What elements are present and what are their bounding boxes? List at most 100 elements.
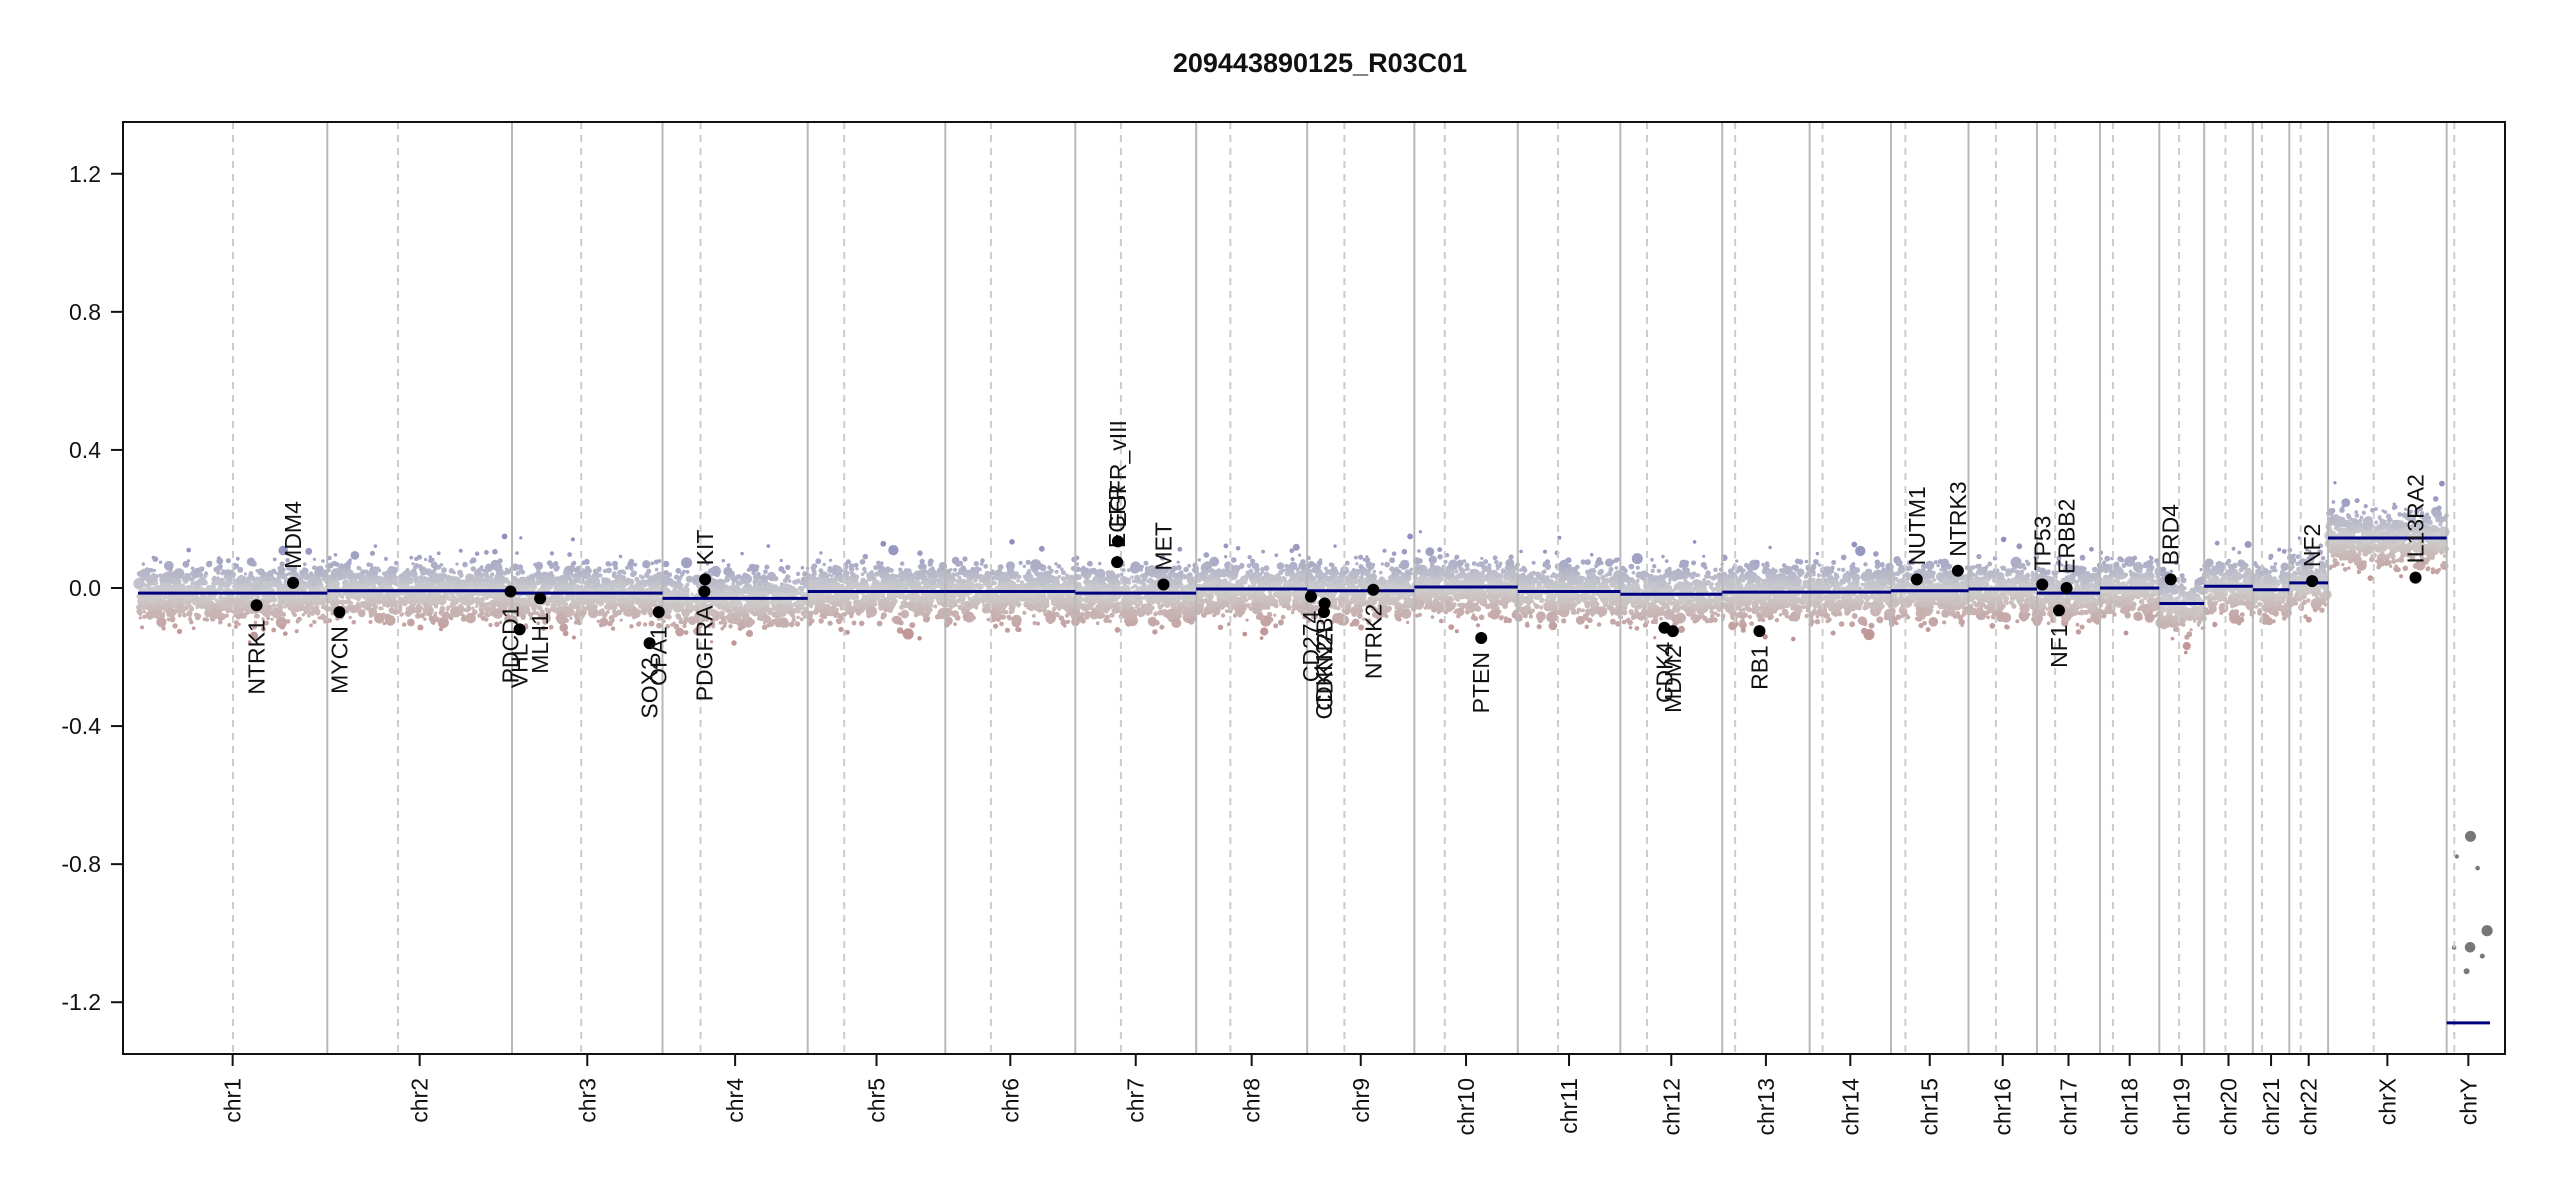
probe-point [349, 605, 358, 614]
probe-point [601, 577, 607, 583]
probe-point [424, 604, 431, 610]
probe-point [1033, 604, 1038, 609]
probe-point [654, 598, 659, 603]
probe-point [641, 597, 646, 602]
probe-point [745, 629, 754, 638]
probe-point [953, 622, 957, 626]
probe-point [327, 580, 333, 586]
probe-point [188, 606, 195, 612]
probe-point [216, 557, 224, 565]
probe-point [380, 593, 385, 598]
probe-point [986, 617, 991, 622]
probe-point [163, 596, 167, 600]
probe-point [251, 624, 257, 630]
probe-point [729, 612, 741, 624]
probe-point [760, 591, 767, 598]
probe-point [782, 578, 788, 583]
probe-point [487, 577, 496, 587]
probe-point [741, 612, 750, 620]
probe-point [139, 601, 144, 606]
probe-point [877, 567, 883, 574]
probe-point [852, 599, 859, 606]
probe-point [647, 611, 652, 615]
probe-point [323, 619, 327, 624]
probe-point [617, 570, 622, 575]
probe-point [465, 573, 474, 582]
probe-point [618, 611, 622, 615]
probe-point [286, 594, 292, 600]
probe-point [925, 595, 932, 602]
probe-point [683, 630, 689, 635]
probe-point [1060, 619, 1068, 626]
probe-point [681, 608, 690, 618]
probe-point [285, 558, 290, 563]
probe-point [563, 596, 567, 601]
probe-point [917, 636, 922, 641]
probe-point [882, 578, 887, 583]
probe-point [685, 569, 690, 574]
probe-point [428, 558, 433, 563]
probe-point [414, 563, 419, 567]
probe-point [206, 586, 213, 592]
probe-point [720, 619, 726, 625]
probe-point [159, 614, 163, 619]
probe-point [505, 568, 511, 575]
probe-point [802, 571, 807, 577]
probe-point [930, 566, 935, 571]
probe-point [952, 567, 958, 572]
probe-point [414, 575, 419, 580]
probe-point [844, 629, 850, 635]
probe-point [795, 571, 801, 577]
probe-point [1064, 613, 1070, 618]
probe-point [852, 604, 857, 609]
probe-point [405, 583, 410, 587]
probe-point [550, 578, 556, 584]
probe-point [638, 609, 643, 614]
probe-point [480, 577, 486, 583]
probe-point [242, 606, 248, 611]
probe-point [903, 576, 908, 581]
probe-point [270, 617, 274, 621]
probe-point [721, 559, 725, 563]
probe-point [492, 548, 498, 555]
probe-point [554, 582, 558, 587]
probe-point [177, 613, 182, 618]
probe-point [593, 598, 598, 603]
probe-point [711, 586, 717, 592]
probe-point [382, 602, 387, 607]
probe-point [322, 615, 327, 620]
probe-point [880, 612, 887, 619]
probe-point [392, 579, 397, 584]
probe-point [628, 610, 634, 617]
probe-point [356, 597, 361, 602]
probe-point [535, 579, 542, 586]
probe-point [158, 573, 163, 578]
probe-point [656, 579, 662, 585]
probe-point [877, 598, 884, 604]
probe-point [865, 599, 873, 607]
probe-point [218, 599, 223, 604]
probe-point [480, 602, 488, 610]
probe-point [141, 562, 145, 566]
probe-point [828, 606, 836, 613]
probe-point [298, 574, 305, 580]
probe-point [362, 602, 370, 610]
probe-point [465, 612, 477, 624]
probe-point [285, 565, 292, 571]
probe-point [980, 558, 985, 563]
probe-point [142, 587, 147, 593]
probe-point [253, 614, 259, 619]
probe-point [278, 545, 289, 556]
probe-point [158, 560, 163, 564]
probe-point [587, 578, 592, 582]
probe-point [192, 598, 199, 605]
probe-point [628, 558, 635, 565]
probe-point [838, 574, 842, 579]
probe-point [802, 614, 807, 619]
probe-point [188, 573, 192, 577]
probe-point [819, 609, 824, 615]
probe-point [731, 607, 737, 612]
probe-point [276, 587, 280, 591]
probe-point [230, 572, 236, 578]
